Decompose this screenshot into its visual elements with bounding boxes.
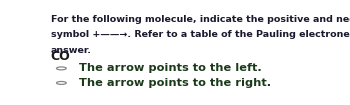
Text: For the following molecule, indicate the positive and negative ends of the dipol: For the following molecule, indicate the… (50, 15, 350, 24)
Text: answer.: answer. (50, 46, 92, 55)
Text: The arrow points to the right.: The arrow points to the right. (79, 78, 271, 88)
Text: The arrow points to the left.: The arrow points to the left. (79, 63, 262, 73)
Text: symbol +——→. Refer to a table of the Pauling electronegativity scale as needed. : symbol +——→. Refer to a table of the Pau… (50, 30, 350, 39)
Text: CO: CO (50, 50, 70, 63)
